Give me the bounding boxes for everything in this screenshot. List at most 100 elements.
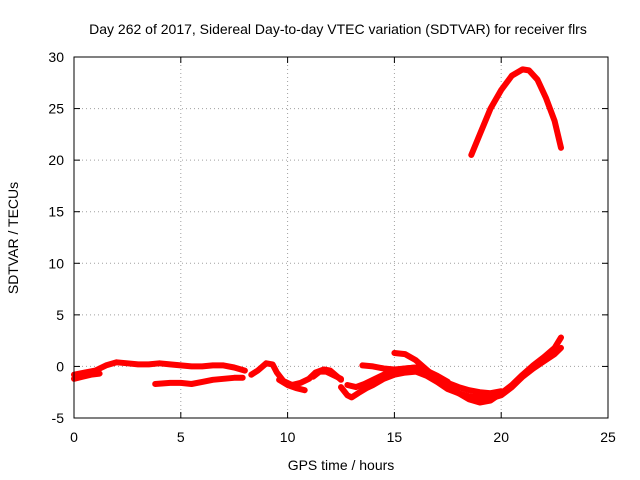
data-point xyxy=(468,152,474,158)
x-tick-label: 20 xyxy=(493,429,509,445)
data-point xyxy=(413,365,419,370)
data-point xyxy=(263,360,269,366)
data-point xyxy=(558,145,564,151)
data-point xyxy=(242,368,248,374)
data-point xyxy=(124,360,130,366)
data-point xyxy=(135,361,141,367)
data-point xyxy=(255,368,261,374)
y-tick-label: 15 xyxy=(48,204,64,220)
data-point xyxy=(498,87,504,93)
data-point xyxy=(423,367,429,372)
data-point xyxy=(466,396,472,402)
data-point xyxy=(413,357,419,363)
data-point xyxy=(167,361,173,367)
data-point xyxy=(317,369,323,375)
data-point xyxy=(477,131,483,137)
data-point xyxy=(80,374,85,380)
data-point xyxy=(310,374,316,380)
data-point xyxy=(434,376,440,382)
data-point xyxy=(477,400,483,405)
data-point xyxy=(323,369,329,375)
y-tick-label: 30 xyxy=(48,49,64,65)
x-tick-label: 5 xyxy=(177,429,185,445)
data-point xyxy=(274,370,280,376)
data-point xyxy=(199,363,205,369)
ticks: 0 5 10 15 20 25 -5 0 5 10 15 20 25 30 xyxy=(48,49,616,445)
data-point xyxy=(535,77,540,83)
data-point xyxy=(456,384,461,390)
data-point xyxy=(156,360,162,366)
data-point xyxy=(270,361,276,367)
series-track-5 xyxy=(276,376,308,394)
data-point xyxy=(114,359,120,365)
data-point xyxy=(558,335,564,340)
y-tick-label: 10 xyxy=(48,255,64,271)
data-point xyxy=(558,345,564,351)
data-point xyxy=(541,354,547,360)
data-point xyxy=(381,372,387,378)
data-point xyxy=(332,373,338,379)
data-point xyxy=(306,376,312,382)
data-point xyxy=(543,95,549,101)
data-point xyxy=(297,380,303,386)
data-point xyxy=(488,398,493,403)
data-point xyxy=(178,380,184,386)
data-point xyxy=(178,362,184,368)
data-point xyxy=(381,366,387,371)
data-point xyxy=(210,362,216,368)
data-point xyxy=(520,372,526,378)
data-point xyxy=(88,372,94,378)
data-point xyxy=(456,390,461,396)
data-point xyxy=(353,384,359,390)
data-point xyxy=(167,380,173,386)
x-tick-label: 0 xyxy=(70,429,78,445)
data-point xyxy=(391,367,397,372)
data-point xyxy=(509,73,515,79)
data-point xyxy=(445,384,451,390)
data-point xyxy=(231,375,237,381)
data-point xyxy=(530,362,536,368)
data-point xyxy=(466,387,472,393)
data-point xyxy=(477,394,483,400)
data-point xyxy=(488,390,493,396)
data-point xyxy=(488,106,493,112)
x-tick-label: 10 xyxy=(280,429,296,445)
data-point xyxy=(152,381,158,387)
data-point xyxy=(199,379,205,385)
x-tick-label: 25 xyxy=(600,429,616,445)
data-point xyxy=(370,377,376,383)
data-point xyxy=(391,350,397,356)
series-track-2 xyxy=(71,370,103,382)
series-track-11 xyxy=(468,66,564,158)
data-point xyxy=(302,387,308,393)
data-point xyxy=(240,375,246,381)
data-point xyxy=(498,390,504,396)
data-point xyxy=(344,392,350,398)
data-point xyxy=(338,376,344,382)
data-point xyxy=(402,366,408,371)
data-point xyxy=(552,118,558,124)
data-point xyxy=(355,390,361,396)
data-point xyxy=(359,362,365,368)
y-tick-label: 25 xyxy=(48,101,64,117)
data-point xyxy=(520,66,526,72)
data-point xyxy=(248,372,254,378)
y-tick-label: -5 xyxy=(52,410,65,426)
data-point xyxy=(97,371,103,377)
data-point xyxy=(293,385,299,391)
data-point xyxy=(362,381,367,387)
data-point xyxy=(221,376,226,382)
data-point xyxy=(349,394,355,400)
series-layer xyxy=(71,66,564,406)
data-point xyxy=(338,384,344,390)
y-tick-label: 5 xyxy=(56,307,64,323)
data-point xyxy=(146,361,152,367)
data-point xyxy=(189,363,194,369)
data-point xyxy=(189,381,194,387)
data-point xyxy=(509,382,515,388)
data-point xyxy=(103,362,109,368)
y-tick-label: 20 xyxy=(48,152,64,168)
data-point xyxy=(477,389,483,395)
data-point xyxy=(526,67,532,73)
